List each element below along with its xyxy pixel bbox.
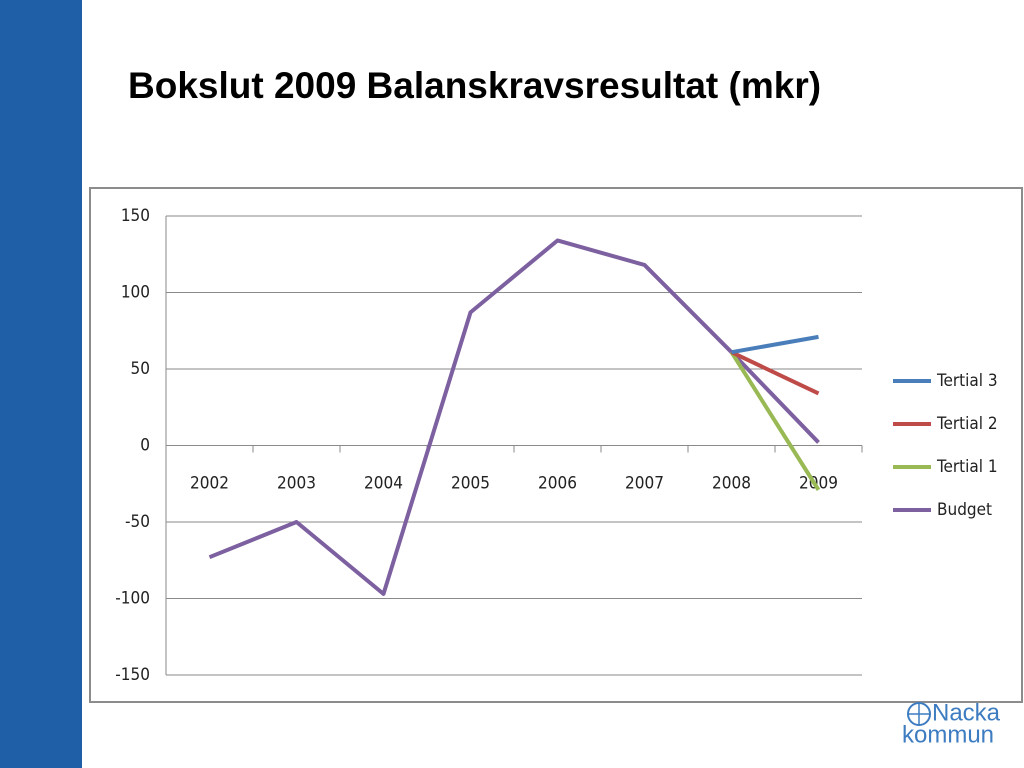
data-line xyxy=(731,334,819,355)
y-tick-label: -100 xyxy=(115,589,150,609)
y-tick-label: 0 xyxy=(140,436,150,456)
data-line xyxy=(730,350,820,396)
x-tick-label: 2003 xyxy=(277,474,316,494)
x-tick-label: 2004 xyxy=(364,474,403,494)
x-tick-label: 2009 xyxy=(799,474,838,494)
slide-title: Bokslut 2009 Balanskravsresultat (mkr) xyxy=(128,65,822,106)
logo-text: Nacka xyxy=(932,699,1001,726)
y-tick-label: 100 xyxy=(121,283,150,303)
logo-text: kommun xyxy=(902,721,994,748)
legend-label: Budget xyxy=(937,500,992,520)
y-tick-label: -50 xyxy=(125,512,150,532)
legend-label: Tertial 1 xyxy=(936,457,998,477)
x-tick-label: 2008 xyxy=(712,474,751,494)
data-line xyxy=(208,238,820,596)
y-tick-label: 50 xyxy=(131,359,150,379)
data-line xyxy=(729,351,821,491)
x-tick-label: 2007 xyxy=(625,474,664,494)
x-tick-label: 2002 xyxy=(190,474,229,494)
legend-label: Tertial 3 xyxy=(936,371,998,391)
y-tick-label: 150 xyxy=(121,206,150,226)
side-bar xyxy=(0,0,82,768)
legend-label: Tertial 2 xyxy=(936,414,998,434)
y-tick-label: -150 xyxy=(115,665,150,685)
x-tick-label: 2006 xyxy=(538,474,577,494)
x-tick-label: 2005 xyxy=(451,474,490,494)
